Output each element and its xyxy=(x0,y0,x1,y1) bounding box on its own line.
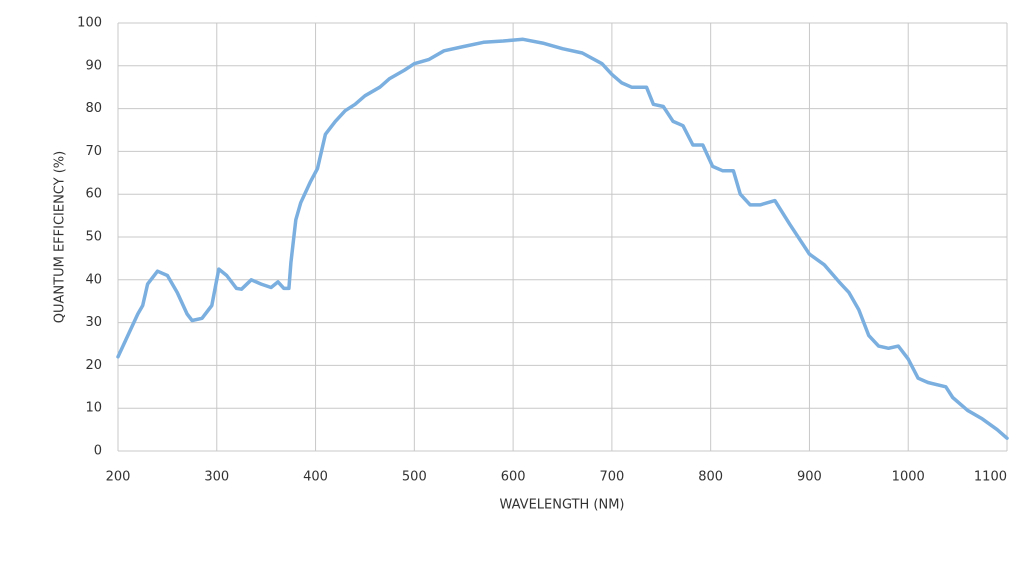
data-line xyxy=(116,37,1009,440)
y-tick-label: 30 xyxy=(85,315,102,330)
x-tick-label: 200 xyxy=(106,470,131,485)
y-tick-label: 10 xyxy=(85,401,102,416)
x-tick-label: 1100 xyxy=(974,470,1007,485)
y-tick-label: 60 xyxy=(85,187,102,202)
x-axis-label: WAVELENGTH (NM) xyxy=(499,498,624,513)
x-tick-label: 400 xyxy=(303,470,328,485)
y-tick-label: 100 xyxy=(77,16,102,31)
y-axis-label: QUANTUM EFFICIENCY (%) xyxy=(53,151,68,323)
y-tick-label: 40 xyxy=(85,272,102,287)
x-tick-label: 900 xyxy=(797,470,822,485)
x-tick-label: 1000 xyxy=(892,470,925,485)
x-tick-label: 500 xyxy=(402,470,427,485)
x-tick-label: 300 xyxy=(204,470,229,485)
y-tick-label: 20 xyxy=(85,358,102,373)
x-tick-label: 800 xyxy=(698,470,723,485)
x-tick-label: 600 xyxy=(501,470,526,485)
y-tick-label: 70 xyxy=(85,144,102,159)
y-tick-label: 80 xyxy=(85,101,102,116)
y-tick-label: 90 xyxy=(85,58,102,73)
y-tick-label: 50 xyxy=(85,230,102,245)
y-tick-label: 0 xyxy=(94,444,102,459)
x-tick-label: 700 xyxy=(599,470,624,485)
